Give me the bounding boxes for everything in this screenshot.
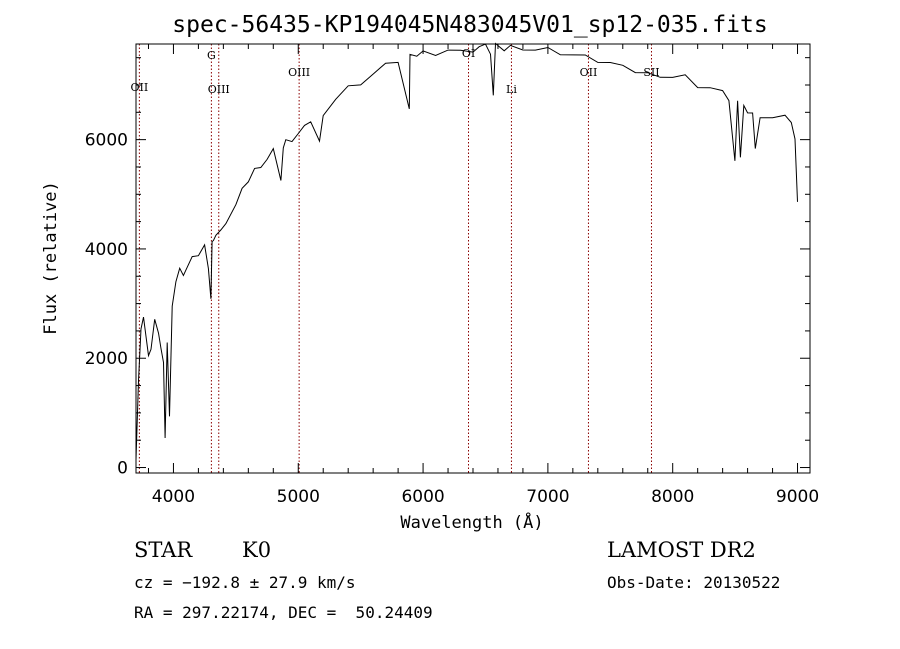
spectral-line-label: OIII [208, 83, 230, 96]
plot-frame [135, 43, 811, 474]
object-subclass: K0 [242, 538, 272, 562]
spectral-line-label: OIII [288, 66, 310, 79]
survey-name: LAMOST DR2 [607, 538, 756, 562]
coordinates: RA = 297.22174, DEC = 50.24409 [134, 603, 433, 622]
x-tick-label: 6000 [401, 487, 444, 507]
spectral-line-label: Li [506, 83, 517, 96]
chart-title: spec-56435-KP194045N483045V01_sp12-035.f… [172, 12, 767, 38]
y-axis-label: Flux (relative) [41, 181, 61, 335]
object-class: STAR [134, 538, 193, 562]
redshift-cz: cz = −192.8 ± 27.9 km/s [134, 573, 356, 592]
y-tick-label: 6000 [85, 131, 128, 151]
y-tick-label: 4000 [85, 240, 128, 260]
spectrum-series-line [135, 42, 798, 460]
spectrum-chart: spec-56435-KP194045N483045V01_sp12-035.f… [41, 12, 819, 533]
axis-ticks: 4000 5000 6000 7000 8000 9000 0 2000 4000 6000 [85, 44, 819, 507]
y-tick-label: 0 [117, 459, 128, 479]
spectral-line-label: OI [462, 47, 475, 60]
observation-date: Obs-Date: 20130522 [607, 573, 781, 592]
x-tick-label: 5000 [277, 487, 320, 507]
x-tick-label: 7000 [526, 487, 569, 507]
spectral-line-label: OII [131, 81, 149, 94]
x-tick-label: 4000 [152, 487, 195, 507]
y-tick-label: 2000 [85, 349, 128, 369]
spectral-line-label: G [207, 49, 216, 62]
x-tick-label: 8000 [651, 487, 694, 507]
x-tick-label: 9000 [776, 487, 819, 507]
x-axis-label: Wavelength (Å) [400, 511, 543, 533]
spectral-line-label: OII [580, 66, 598, 79]
